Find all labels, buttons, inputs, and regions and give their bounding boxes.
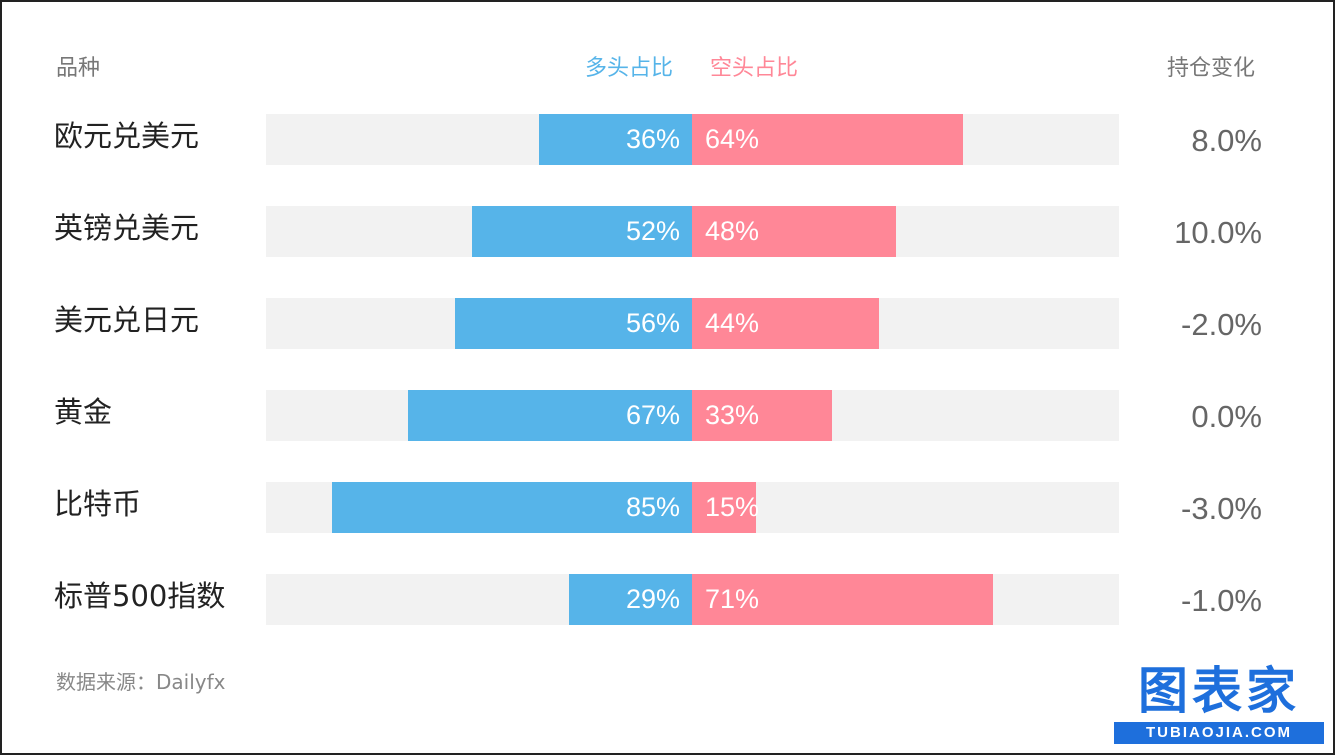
- category-label: 美元兑日元: [54, 303, 200, 337]
- long-value-label: 36%: [625, 124, 680, 154]
- long-bar: [331, 482, 692, 533]
- short-value-label: 71%: [705, 584, 760, 614]
- category-label: 英镑兑美元: [54, 211, 200, 245]
- header-category: 品种: [56, 56, 101, 81]
- long-bar: [539, 114, 692, 165]
- short-value-label: 15%: [705, 492, 760, 522]
- logo: 图表家 TUBIAOJIA.COM: [1114, 662, 1324, 747]
- long-value-label: 29%: [625, 584, 680, 614]
- category-label: 欧元兑美元: [54, 119, 200, 153]
- short-value-label: 33%: [705, 400, 760, 430]
- short-value-label: 48%: [705, 216, 760, 246]
- long-value-label: 56%: [625, 308, 680, 338]
- long-value-label: 52%: [625, 216, 680, 246]
- short-bar: [692, 390, 832, 441]
- category-label: 标普500指数: [54, 579, 226, 613]
- short-value-label: 44%: [705, 308, 760, 338]
- position-change-value: -3.0%: [1181, 491, 1262, 526]
- position-change-value: -2.0%: [1181, 307, 1262, 342]
- legend-short: 空头占比: [710, 56, 799, 81]
- category-label: 黄金: [54, 395, 113, 429]
- position-change-value: 8.0%: [1191, 123, 1262, 158]
- position-change-value: 10.0%: [1174, 215, 1262, 250]
- long-value-label: 85%: [625, 492, 680, 522]
- long-bar: [407, 390, 692, 441]
- short-bar: [692, 206, 896, 257]
- long-value-label: 67%: [625, 400, 680, 430]
- short-bar: [692, 482, 756, 533]
- logo-main-text: 图表家: [1138, 662, 1300, 720]
- category-label: 比特币: [54, 487, 142, 521]
- logo-sub-text: TUBIAOJIA.COM: [1114, 722, 1324, 744]
- long-bar: [569, 574, 692, 625]
- legend-long: 多头占比: [585, 56, 674, 81]
- long-bar: [454, 298, 692, 349]
- position-change-value: -1.0%: [1181, 583, 1262, 618]
- long-bar: [471, 206, 692, 257]
- short-bar: [692, 114, 964, 165]
- data-source: 数据来源：Dailyfx: [56, 670, 226, 694]
- short-bar: [692, 298, 879, 349]
- short-value-label: 64%: [705, 124, 760, 154]
- position-change-value: 0.0%: [1191, 399, 1262, 434]
- short-bar: [692, 574, 994, 625]
- header-position-change: 持仓变化: [1167, 56, 1256, 81]
